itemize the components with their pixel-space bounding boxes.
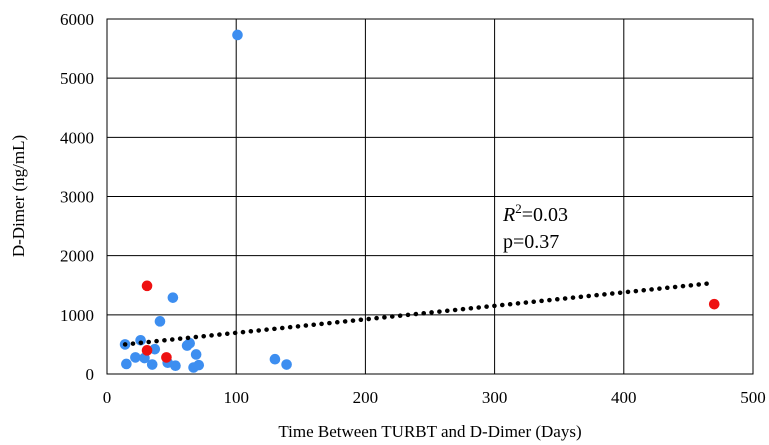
data-points-red [141, 280, 720, 363]
plot-frame [106, 18, 754, 375]
y-tick-label: 0 [86, 365, 95, 384]
x-tick-label: 100 [223, 388, 249, 407]
data-point-blue [193, 359, 205, 371]
data-point-blue [184, 337, 195, 349]
data-point-blue [281, 359, 292, 370]
data-point-blue [232, 29, 243, 41]
p-value-annotation: p=0.37 [503, 231, 559, 253]
r-squared-annotation: R2=0.03 [502, 201, 568, 226]
y-tick-label: 5000 [60, 69, 94, 88]
data-point-red [141, 280, 153, 292]
x-tick-label: 0 [103, 388, 112, 407]
data-point-blue [190, 349, 202, 360]
gridlines [107, 19, 753, 374]
x-tick-label: 500 [740, 388, 766, 407]
y-tick-label: 1000 [60, 306, 94, 325]
data-point-red [708, 298, 720, 310]
x-tick-label: 300 [482, 388, 508, 407]
data-point-blue [170, 360, 181, 372]
y-axis-title: D-Dimer (ng/mL) [9, 135, 28, 257]
data-point-blue [154, 316, 166, 327]
r-squared-superscript: 2 [515, 201, 522, 216]
x-tick-labels: 0 100 200 300 400 500 [103, 388, 766, 407]
y-tick-label: 6000 [60, 10, 94, 29]
r-squared-symbol: R [502, 204, 515, 226]
y-tick-label: 4000 [60, 128, 94, 147]
data-point-blue [135, 334, 146, 346]
data-point-blue [269, 353, 281, 365]
y-tick-label: 3000 [60, 188, 94, 207]
trendline [122, 280, 717, 347]
data-point-blue [121, 358, 132, 370]
r-squared-value: =0.03 [522, 204, 568, 226]
data-point-blue [130, 352, 141, 363]
data-point-red [161, 352, 172, 363]
data-point-blue [146, 359, 158, 370]
y-tick-labels: 0 1000 2000 3000 4000 5000 6000 [60, 10, 94, 384]
data-point-red [141, 345, 153, 356]
x-tick-label: 400 [611, 388, 637, 407]
data-point-blue [149, 343, 161, 355]
data-points [119, 29, 292, 373]
x-tick-label: 200 [353, 388, 379, 407]
x-axis-title: Time Between TURBT and D-Dimer (Days) [278, 422, 581, 441]
data-point-blue [167, 292, 179, 303]
y-tick-label: 2000 [60, 247, 94, 266]
